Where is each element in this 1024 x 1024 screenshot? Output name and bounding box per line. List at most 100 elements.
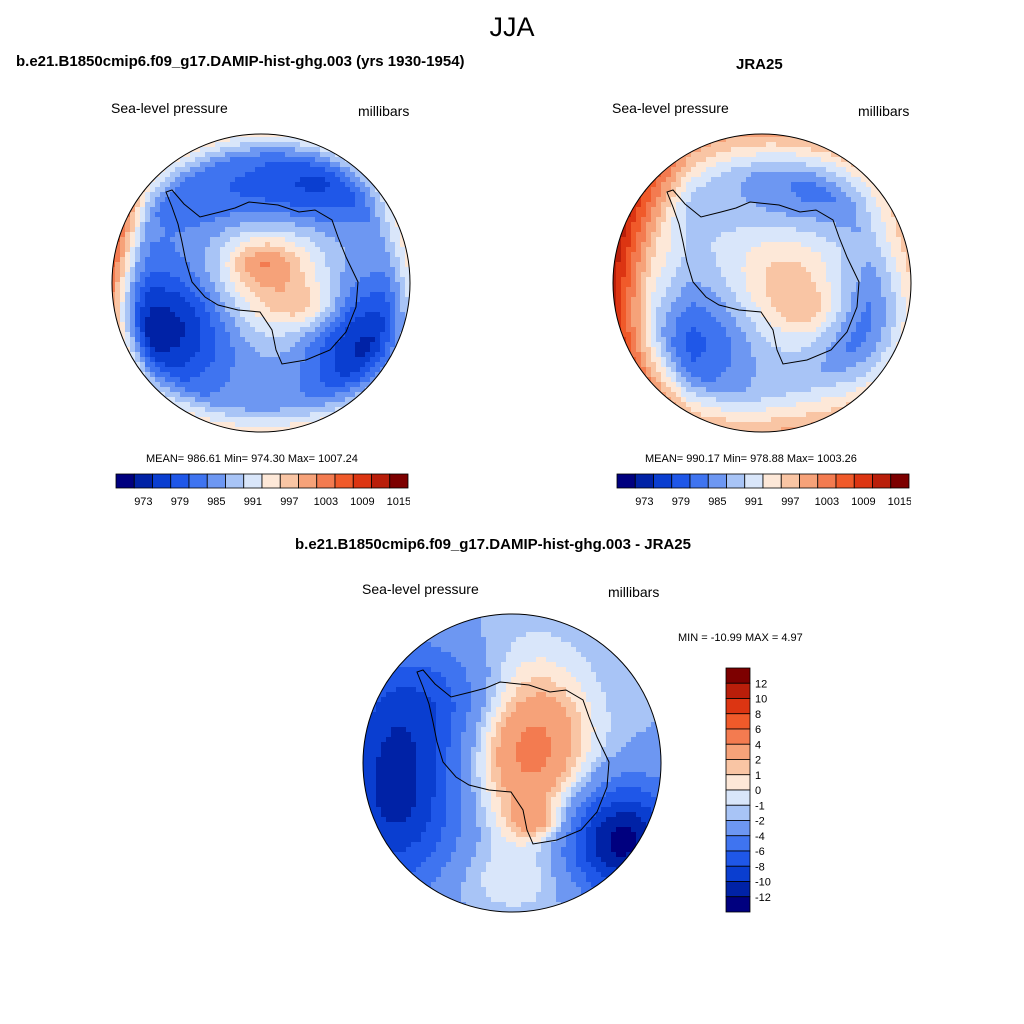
- panel2-colorbar-tick-label: 991: [745, 496, 763, 508]
- panel3-colorbar-swatch: [725, 881, 751, 898]
- panel2-colorbar-swatch: [872, 473, 892, 489]
- panel3-polar-map: [362, 613, 662, 913]
- panel1-title: b.e21.B1850cmip6.f09_g17.DAMIP-hist-ghg.…: [16, 53, 465, 70]
- panel3-colorbar-tick-label: 10: [755, 694, 767, 706]
- panel3-variable-label: Sea-level pressure: [362, 581, 479, 597]
- panel1-colorbar-tick-label: 991: [244, 496, 262, 508]
- panel3-antarctica-coastline: [416, 669, 610, 845]
- panel3-units-label: millibars: [608, 584, 660, 600]
- panel1-colorbar: 973 979 985 991 997 1003 1009 1015: [115, 473, 410, 508]
- panel1-colorbar-swatch: [352, 473, 372, 489]
- panel3-colorbar-tick-label: -4: [755, 831, 765, 843]
- panel3-colorbar-tick-label: 6: [755, 724, 761, 736]
- panel1-colorbar-swatch: [279, 473, 299, 489]
- panel3-colorbar-tick-label: 0: [755, 785, 761, 797]
- panel1-colorbar-swatch: [115, 473, 135, 489]
- panel1-colorbar-swatch: [206, 473, 226, 489]
- panel3-colorbar-swatch: [725, 850, 751, 867]
- panel2-colorbar-swatch: [616, 473, 636, 489]
- panel3-colorbar-swatch: [725, 713, 751, 730]
- panel2-colorbar-swatch: [744, 473, 764, 489]
- panel1-colorbar-tick-label: 1003: [314, 496, 338, 508]
- panel3-map-border: [362, 613, 662, 913]
- panel3-colorbar-swatch: [725, 774, 751, 791]
- panel2-colorbar-tick-label: 973: [635, 496, 653, 508]
- panel2-colorbar-swatch: [835, 473, 855, 489]
- panel1-colorbar-tick-label: 1009: [350, 496, 374, 508]
- panel3-colorbar-swatch: [725, 698, 751, 715]
- panel1-colorbar-tick-label: 997: [280, 496, 298, 508]
- panel3-colorbar-swatch: [725, 728, 751, 745]
- panel2-colorbar-tick-label: 985: [708, 496, 726, 508]
- panel1-colorbar-swatch: [298, 473, 318, 489]
- panel3-title: b.e21.B1850cmip6.f09_g17.DAMIP-hist-ghg.…: [295, 536, 691, 553]
- panel2-title: JRA25: [736, 56, 783, 73]
- panel3-colorbar-tick-label: 8: [755, 709, 761, 721]
- panel3-colorbar-swatch: [725, 896, 751, 913]
- panel2-units-label: millibars: [858, 103, 910, 119]
- figure-title: JJA: [489, 12, 535, 42]
- panel1-colorbar-swatch: [261, 473, 281, 489]
- panel1-antarctica-coastline: [165, 189, 359, 365]
- panel3-colorbar-swatch: [725, 835, 751, 852]
- panel1-polar-map: [111, 133, 411, 433]
- panel2-colorbar-swatch: [707, 473, 727, 489]
- panel1-colorbar-tick-label: 985: [207, 496, 225, 508]
- panel2-colorbar-swatch: [653, 473, 673, 489]
- panel2-colorbar-swatch: [726, 473, 746, 489]
- panel1-colorbar-swatch: [243, 473, 263, 489]
- panel1-colorbar-swatch: [152, 473, 172, 489]
- panel2-colorbar-swatch: [853, 473, 873, 489]
- panel2-stats: MEAN= 990.17 Min= 978.88 Max= 1003.26: [645, 453, 857, 465]
- panel1-colorbar-swatch: [334, 473, 354, 489]
- panel3-colorbar-tick-label: 1: [755, 770, 761, 782]
- panel3-colorbar-tick-label: 4: [755, 739, 761, 751]
- panel3-colorbar-tick-label: 2: [755, 755, 761, 767]
- panel2-colorbar-tick-label: 979: [672, 496, 690, 508]
- panel1-colorbar-swatch: [133, 473, 153, 489]
- panel2-colorbar-tick-label: 997: [781, 496, 799, 508]
- panel3-colorbar-tick-label: -12: [755, 892, 771, 904]
- panel1-colorbar-tick-label: 979: [171, 496, 189, 508]
- panel3-contour-field: [363, 614, 661, 912]
- panel1-colorbar-swatch: [188, 473, 208, 489]
- panel2-colorbar: 973 979 985 991 997 1003 1009 1015: [616, 473, 911, 508]
- panel1-colorbar-swatch: [170, 473, 190, 489]
- panel2-colorbar-tick-label: 1003: [815, 496, 839, 508]
- panel3-colorbar-tick-label: -10: [755, 877, 771, 889]
- panel2-colorbar-swatch: [799, 473, 819, 489]
- panel2-colorbar-swatch: [780, 473, 800, 489]
- panel2-colorbar-swatch: [671, 473, 691, 489]
- panel3-colorbar-swatch: [725, 743, 751, 760]
- panel2-colorbar-swatch: [817, 473, 837, 489]
- panel3-colorbar-swatch: [725, 667, 751, 684]
- panel3-colorbar-tick-label: -2: [755, 816, 765, 828]
- panel2-variable-label: Sea-level pressure: [612, 100, 729, 116]
- panel2-map-border: [612, 133, 912, 433]
- panel1-colorbar-tick-label: 1015: [387, 496, 410, 508]
- panel2-colorbar-swatch: [762, 473, 782, 489]
- panel3-colorbar-swatch: [725, 865, 751, 882]
- panel3-colorbar-swatch: [725, 804, 751, 821]
- panel2-colorbar-swatch: [689, 473, 709, 489]
- panel3-colorbar-tick-label: 12: [755, 678, 767, 690]
- panel1-colorbar-swatch: [389, 473, 409, 489]
- panel1-colorbar-swatch: [316, 473, 336, 489]
- panel1-variable-label: Sea-level pressure: [111, 100, 228, 116]
- panel2-antarctica-coastline: [666, 189, 860, 365]
- panel2-colorbar-swatch: [890, 473, 910, 489]
- panel1-colorbar-swatch: [225, 473, 245, 489]
- panel1-stats: MEAN= 986.61 Min= 974.30 Max= 1007.24: [146, 453, 358, 465]
- panel1-map-border: [111, 133, 411, 433]
- panel3-colorbar-swatch: [725, 820, 751, 837]
- panel1-colorbar-swatch: [371, 473, 391, 489]
- panel1-colorbar-tick-label: 973: [134, 496, 152, 508]
- panel3-colorbar-swatch: [725, 682, 751, 699]
- panel3-min-max: MIN = -10.99 MAX = 4.97: [678, 632, 803, 644]
- panel2-colorbar-tick-label: 1009: [851, 496, 875, 508]
- panel3-colorbar-swatch: [725, 789, 751, 806]
- panel3-colorbar-tick-label: -8: [755, 861, 765, 873]
- panel3-colorbar-swatch: [725, 759, 751, 776]
- panel2-colorbar-swatch: [634, 473, 654, 489]
